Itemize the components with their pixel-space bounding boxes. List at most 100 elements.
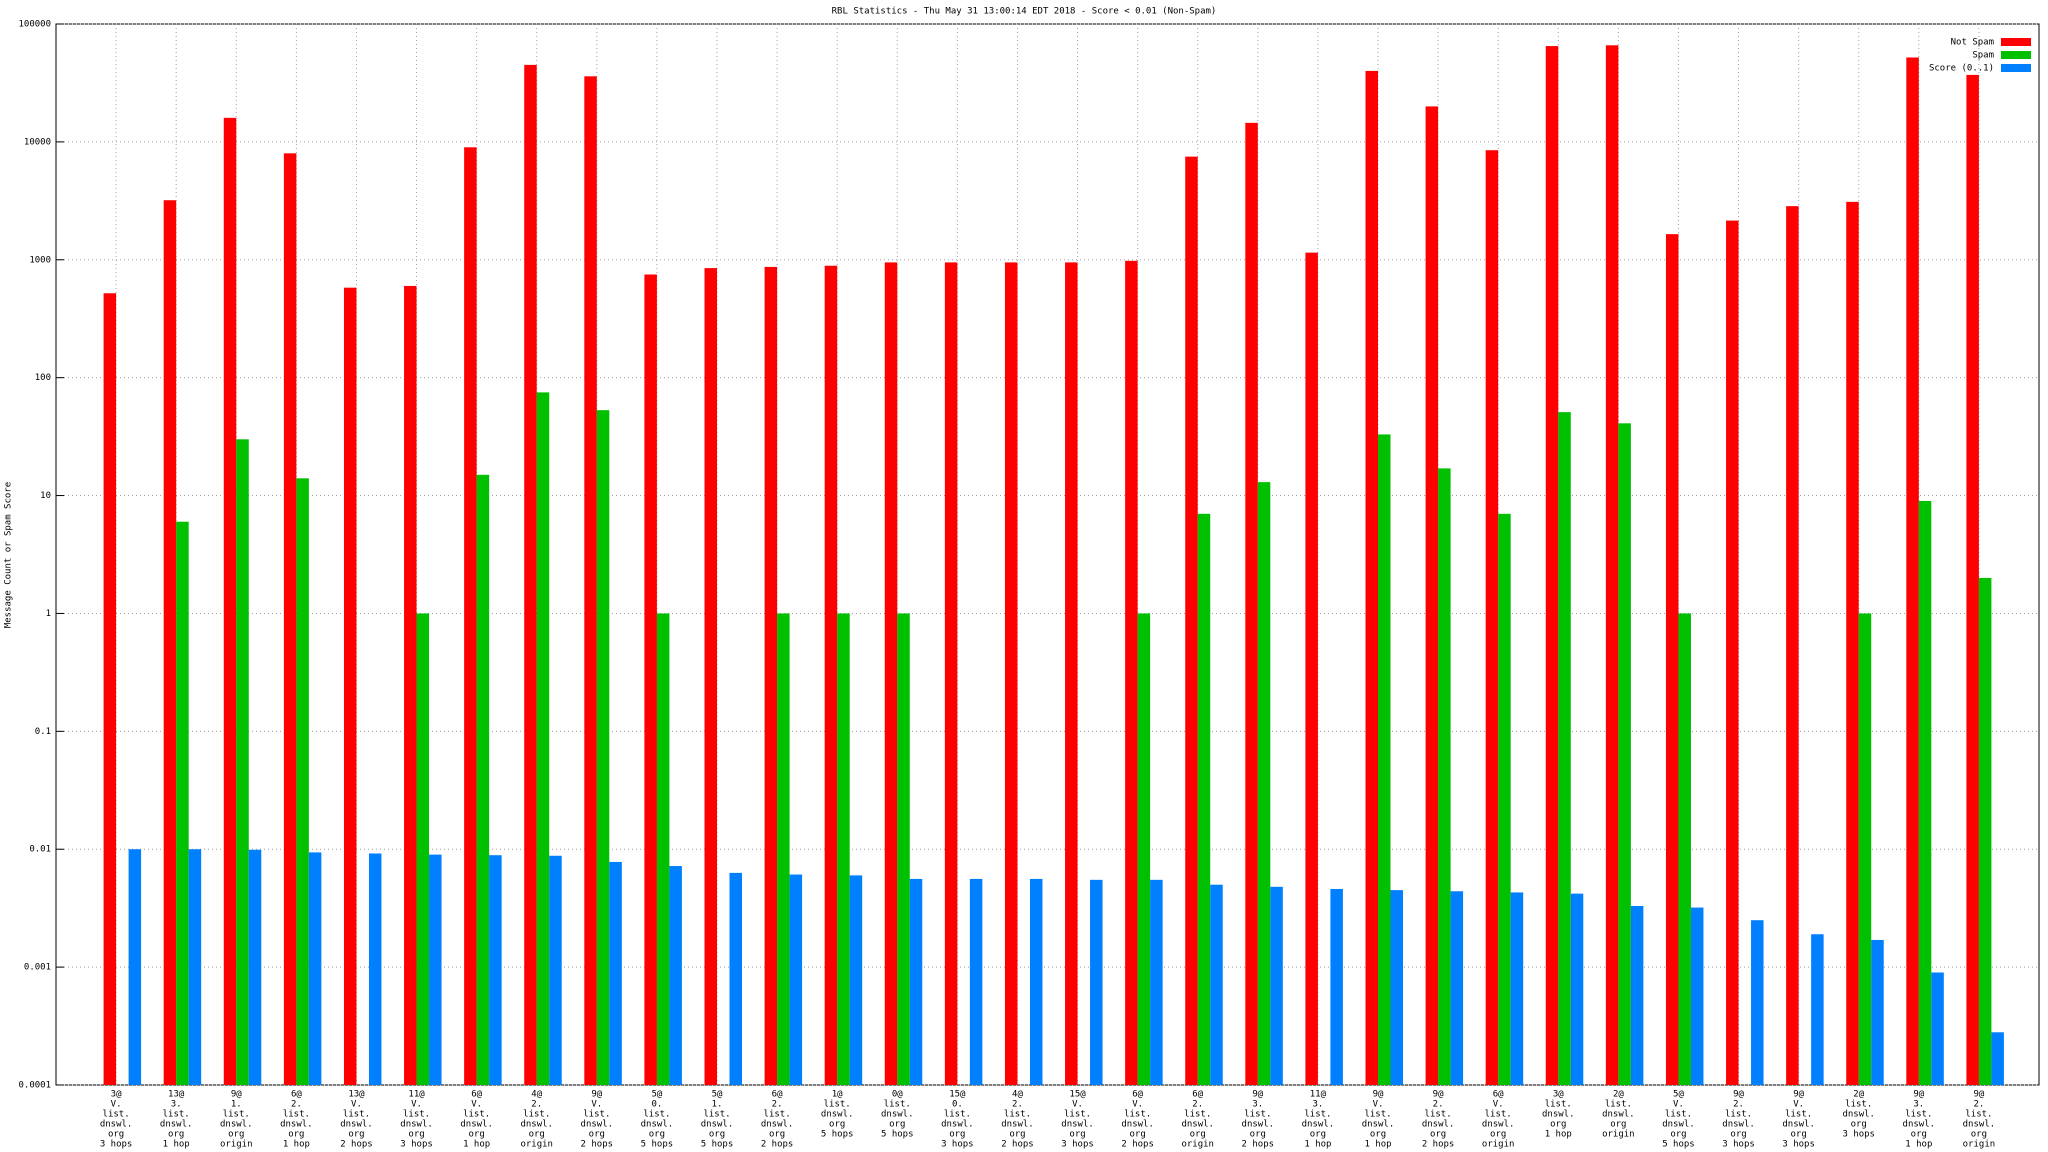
bar: [176, 521, 189, 1085]
bar: [1558, 412, 1571, 1086]
bar: [1305, 252, 1318, 1085]
x-tick-label: 5 hops: [1662, 1140, 1695, 1150]
bar: [188, 849, 202, 1085]
x-tick-label: 9@: [1793, 1090, 1804, 1100]
y-tick-label: 0.0001: [18, 1081, 51, 1091]
y-tick-label: 10: [40, 491, 51, 501]
x-tick-label: list.: [1545, 1100, 1572, 1110]
x-tick-label: 9@: [591, 1090, 602, 1100]
x-tick-label: origin: [1482, 1140, 1515, 1150]
bar: [1330, 888, 1343, 1085]
x-tick-label: dnswl.: [1542, 1110, 1575, 1120]
x-tick-label: 1.: [712, 1100, 723, 1110]
bar: [1751, 920, 1764, 1085]
bar: [897, 613, 910, 1085]
x-tick-label: dnswl.: [340, 1120, 373, 1130]
x-tick-label: 1 hop: [163, 1140, 190, 1150]
bar: [644, 274, 657, 1085]
bar: [429, 854, 442, 1085]
x-tick-label: dnswl.: [1662, 1120, 1695, 1130]
x-tick-label: org: [1730, 1130, 1746, 1140]
bar: [1270, 886, 1283, 1085]
x-tick-label: 3@: [1553, 1090, 1564, 1100]
x-tick-label: 3@: [111, 1090, 122, 1100]
x-tick-label: list.: [703, 1110, 730, 1120]
bar: [909, 878, 923, 1085]
x-tick-label: 1 hop: [1304, 1140, 1331, 1150]
x-tick-label: 9@: [1433, 1090, 1444, 1100]
x-tick-label: dnswl.: [160, 1120, 193, 1130]
x-tick-label: V.: [111, 1100, 122, 1110]
y-tick-label: 1000: [29, 255, 51, 265]
x-tick-label: 5@: [1673, 1090, 1684, 1100]
x-tick-label: V.: [1793, 1100, 1804, 1110]
bar: [1125, 260, 1138, 1085]
bar: [1425, 106, 1439, 1085]
x-tick-label: 1 hop: [1545, 1130, 1572, 1140]
x-tick-label: list.: [1184, 1110, 1211, 1120]
x-tick-label: dnswl.: [881, 1110, 914, 1120]
bar: [103, 293, 117, 1086]
x-tick-label: dnswl.: [1782, 1120, 1815, 1130]
x-tick-label: 2.: [1433, 1100, 1444, 1110]
bar: [609, 861, 622, 1085]
x-tick-label: org: [1370, 1130, 1386, 1140]
x-tick-label: 15@: [949, 1090, 966, 1100]
bar: [1498, 513, 1511, 1085]
x-tick-label: org: [108, 1130, 124, 1140]
x-tick-label: list.: [1004, 1110, 1031, 1120]
x-tick-label: V.: [1072, 1100, 1083, 1110]
x-tick-label: 9@: [1373, 1090, 1384, 1100]
x-tick-label: 9@: [1973, 1090, 1984, 1100]
x-tick-label: 6@: [471, 1090, 482, 1100]
x-tick-label: org: [529, 1130, 545, 1140]
bar: [704, 268, 717, 1085]
bar: [824, 265, 838, 1085]
x-tick-label: list.: [523, 1110, 550, 1120]
x-tick-label: dnswl.: [1242, 1120, 1275, 1130]
x-tick-label: dnswl.: [460, 1120, 493, 1130]
x-tick-label: list.: [1244, 1110, 1271, 1120]
bar: [1137, 613, 1151, 1085]
x-tick-label: dnswl.: [941, 1120, 974, 1130]
x-tick-label: 4@: [1012, 1090, 1023, 1100]
x-tick-label: list.: [643, 1110, 670, 1120]
x-tick-label: dnswl.: [1722, 1120, 1755, 1130]
bar: [1991, 1032, 2004, 1085]
bar: [248, 849, 262, 1085]
x-tick-label: org: [1971, 1130, 1987, 1140]
x-tick-label: 15@: [1069, 1090, 1086, 1100]
x-tick-label: org: [1069, 1130, 1085, 1140]
x-tick-label: list.: [884, 1100, 911, 1110]
bar: [1858, 613, 1872, 1085]
bar: [404, 285, 417, 1085]
x-tick-label: org: [1430, 1130, 1446, 1140]
x-tick-label: 5@: [651, 1090, 662, 1100]
x-tick-label: 2.: [291, 1100, 302, 1110]
bar: [1726, 220, 1739, 1085]
x-tick-label: 2.: [772, 1100, 783, 1110]
bar: [1605, 45, 1619, 1085]
x-tick-label: 13@: [168, 1090, 185, 1100]
x-tick-label: 3.: [171, 1100, 182, 1110]
x-tick-label: 2.: [1192, 1100, 1203, 1110]
x-tick-label: 6@: [1132, 1090, 1143, 1100]
x-tick-label: 2.: [1012, 1100, 1023, 1110]
x-tick-label: 3 hops: [1782, 1140, 1815, 1150]
x-tick-label: 6@: [772, 1090, 783, 1100]
bar: [1485, 150, 1499, 1086]
bar: [777, 613, 790, 1085]
x-tick-label: org: [408, 1130, 424, 1140]
x-tick-label: 1 hop: [463, 1140, 490, 1150]
y-tick-label: 10000: [24, 137, 51, 147]
x-tick-label: org: [228, 1130, 244, 1140]
x-tick-label: dnswl.: [821, 1110, 854, 1120]
bar: [524, 64, 537, 1086]
bar: [1978, 577, 1992, 1085]
x-tick-label: 2 hops: [1001, 1140, 1034, 1150]
x-tick-label: org: [288, 1130, 304, 1140]
x-tick-label: org: [589, 1130, 605, 1140]
x-tick-label: list.: [403, 1110, 430, 1120]
x-tick-label: 1.: [231, 1100, 242, 1110]
y-axis-label: Message Count or Spam Score: [4, 482, 14, 628]
